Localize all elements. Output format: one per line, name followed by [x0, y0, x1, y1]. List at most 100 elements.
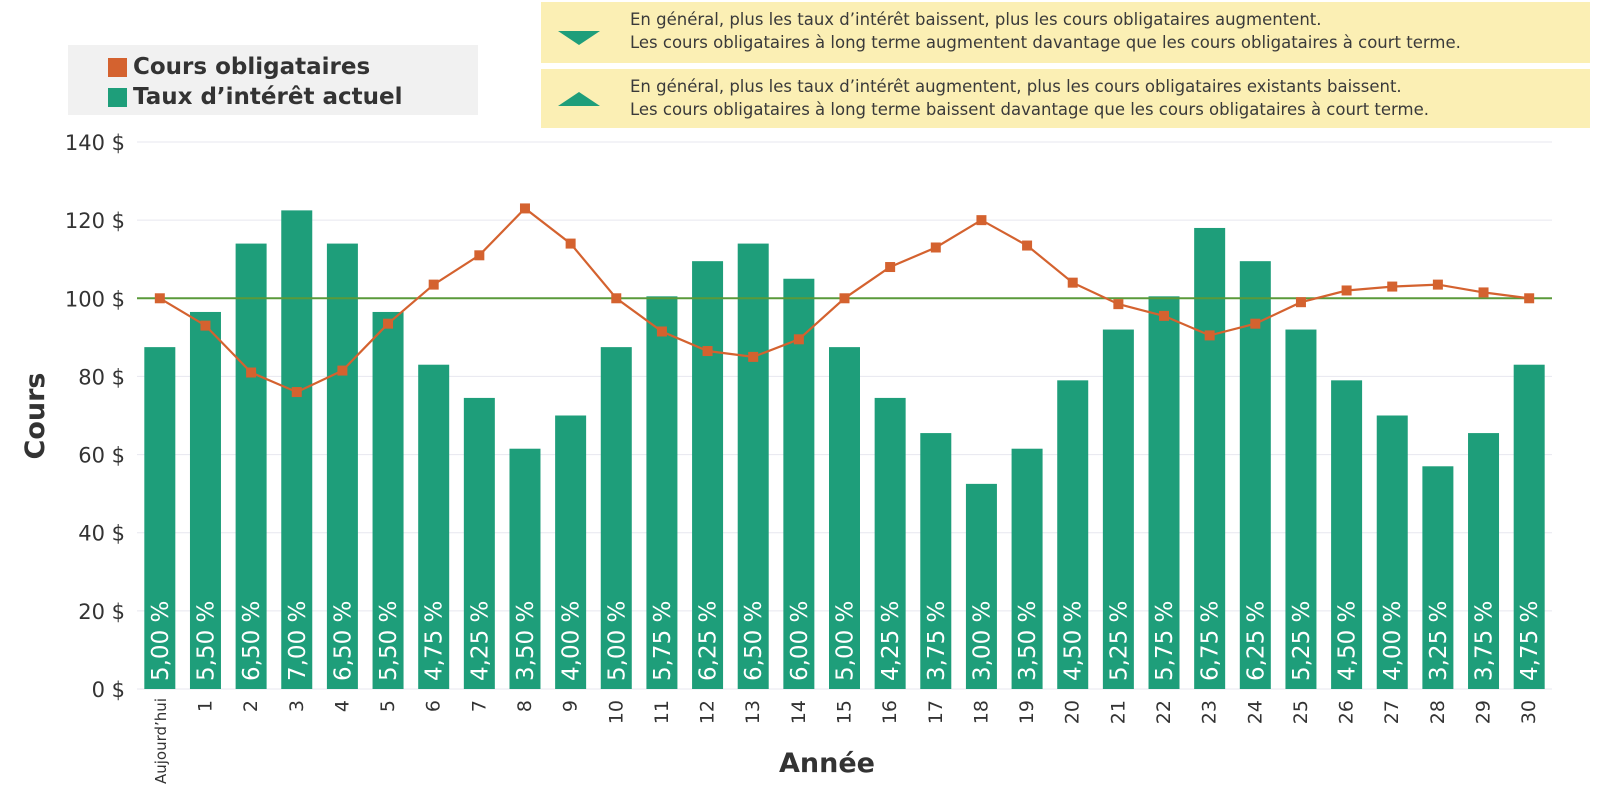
legend-label-price: Cours obligataires	[133, 54, 371, 80]
triangle-down-icon	[558, 31, 600, 45]
price-marker	[702, 346, 713, 357]
price-line-group	[154, 203, 1535, 398]
price-marker	[154, 293, 165, 304]
rate-bar-label: 6,50 %	[741, 601, 767, 681]
x-axis-ticks: Aujourd’hui 1 2 3 4 5 6 7 8 9 10 11 12 13 14 15 16 17 18 19…	[152, 698, 1540, 784]
rate-bar-label: 3,50 %	[513, 601, 539, 681]
price-marker	[1387, 281, 1398, 292]
rate-bar-label: 4,25 %	[467, 601, 493, 681]
x-tick-label: 19	[1016, 700, 1038, 724]
rate-bar	[418, 364, 450, 689]
rate-bar	[1011, 448, 1043, 689]
rate-bar-label: 5,00 %	[833, 601, 859, 681]
rate-bar	[281, 210, 313, 689]
rate-bar-label: 6,50 %	[239, 601, 265, 681]
note-rates-up: En général, plus les taux d’intérêt augm…	[541, 69, 1590, 128]
legend-item-price: Cours obligataires	[108, 52, 370, 82]
price-marker	[1113, 299, 1124, 310]
rate-bar-label: 5,00 %	[604, 601, 630, 681]
price-marker	[748, 351, 759, 362]
x-tick-label: 22	[1153, 700, 1175, 724]
x-tick-label: 4	[331, 700, 353, 712]
rate-bar	[463, 397, 495, 689]
y-tick-label: 140 $	[65, 131, 125, 155]
x-axis-title: Année	[779, 748, 875, 779]
price-marker	[428, 279, 439, 290]
x-tick-label: 25	[1290, 700, 1312, 724]
x-tick-label: 28	[1427, 700, 1449, 724]
price-marker	[383, 318, 394, 329]
x-tick-label: 21	[1107, 700, 1129, 724]
rate-bar-label: 5,75 %	[1152, 601, 1178, 681]
rate-bar-label: 5,25 %	[1289, 601, 1315, 681]
rate-bar	[1422, 466, 1454, 689]
price-marker	[930, 242, 941, 253]
rate-bar	[646, 296, 678, 689]
rate-bar-label: 3,75 %	[1472, 601, 1498, 681]
price-marker	[337, 365, 348, 376]
x-tick-label: 18	[970, 700, 992, 724]
x-tick-label: 9	[560, 700, 582, 712]
y-tick-label: 60 $	[78, 444, 125, 468]
rate-bar-label: 3,00 %	[969, 601, 995, 681]
rate-bar	[1057, 380, 1089, 689]
x-tick-label: 27	[1381, 700, 1403, 724]
x-tick-label: 1	[194, 700, 216, 712]
rate-bar	[1331, 380, 1363, 689]
rate-bar	[555, 415, 587, 689]
x-tick-label: 16	[879, 700, 901, 724]
price-marker	[1204, 330, 1215, 341]
rate-bar	[692, 261, 724, 689]
price-marker	[1022, 240, 1033, 251]
x-tick-label: 12	[697, 700, 719, 724]
rate-bar-label: 4,50 %	[1335, 601, 1361, 681]
rate-bar	[235, 243, 267, 690]
x-tick-label: 30	[1518, 700, 1540, 724]
price-marker	[565, 238, 576, 249]
y-tick-label: 0 $	[92, 678, 125, 702]
x-tick-label: 23	[1199, 700, 1221, 724]
rate-bar-label: 6,25 %	[696, 601, 722, 681]
note-rates-up-line-2: Les cours obligataires à long terme bais…	[630, 100, 1430, 119]
y-tick-label: 40 $	[78, 522, 125, 546]
rate-bar	[600, 347, 632, 689]
x-tick-label: 24	[1244, 700, 1266, 724]
rate-bar-label: 3,25 %	[1426, 601, 1452, 681]
price-marker	[1341, 285, 1352, 296]
rate-bar	[1285, 329, 1317, 689]
triangle-up-icon	[558, 92, 600, 106]
rate-bar-label: 4,00 %	[559, 601, 585, 681]
rate-bar-label: 4,50 %	[1061, 601, 1087, 681]
note-rates-up-line-1: En général, plus les taux d’intérêt augm…	[630, 77, 1402, 96]
rate-bar	[737, 243, 769, 690]
rate-bar	[326, 243, 358, 690]
price-marker	[611, 293, 622, 304]
rate-bar-label: 6,50 %	[330, 601, 356, 681]
price-marker	[793, 334, 804, 345]
price-marker	[1478, 287, 1489, 298]
x-tick-label: 5	[377, 700, 399, 712]
x-tick-label: 13	[742, 700, 764, 724]
x-tick-label: 15	[834, 700, 856, 724]
price-marker	[246, 367, 257, 378]
rate-bar-label: 4,25 %	[878, 601, 904, 681]
rate-bar	[1468, 433, 1500, 689]
price-marker	[656, 326, 667, 337]
y-tick-label: 20 $	[78, 600, 125, 624]
price-marker	[1524, 293, 1535, 304]
rate-bar	[1102, 329, 1134, 689]
rate-bar-label: 3,50 %	[1015, 601, 1041, 681]
rate-bar	[189, 311, 221, 689]
x-tick-label: 2	[240, 700, 262, 712]
price-marker	[1159, 310, 1170, 321]
x-tick-label: 14	[788, 700, 810, 724]
rate-bar-label: 4,75 %	[422, 601, 448, 681]
rate-bar-label: 5,00 %	[148, 601, 174, 681]
rate-bar-label: 6,25 %	[1243, 601, 1269, 681]
rate-bar-label: 4,75 %	[1517, 601, 1543, 681]
rate-bar-label: 5,25 %	[1106, 601, 1132, 681]
rate-bar	[1513, 364, 1545, 689]
note-rates-down-line-1: En général, plus les taux d’intérêt bais…	[630, 10, 1322, 29]
y-tick-label: 80 $	[78, 365, 125, 389]
